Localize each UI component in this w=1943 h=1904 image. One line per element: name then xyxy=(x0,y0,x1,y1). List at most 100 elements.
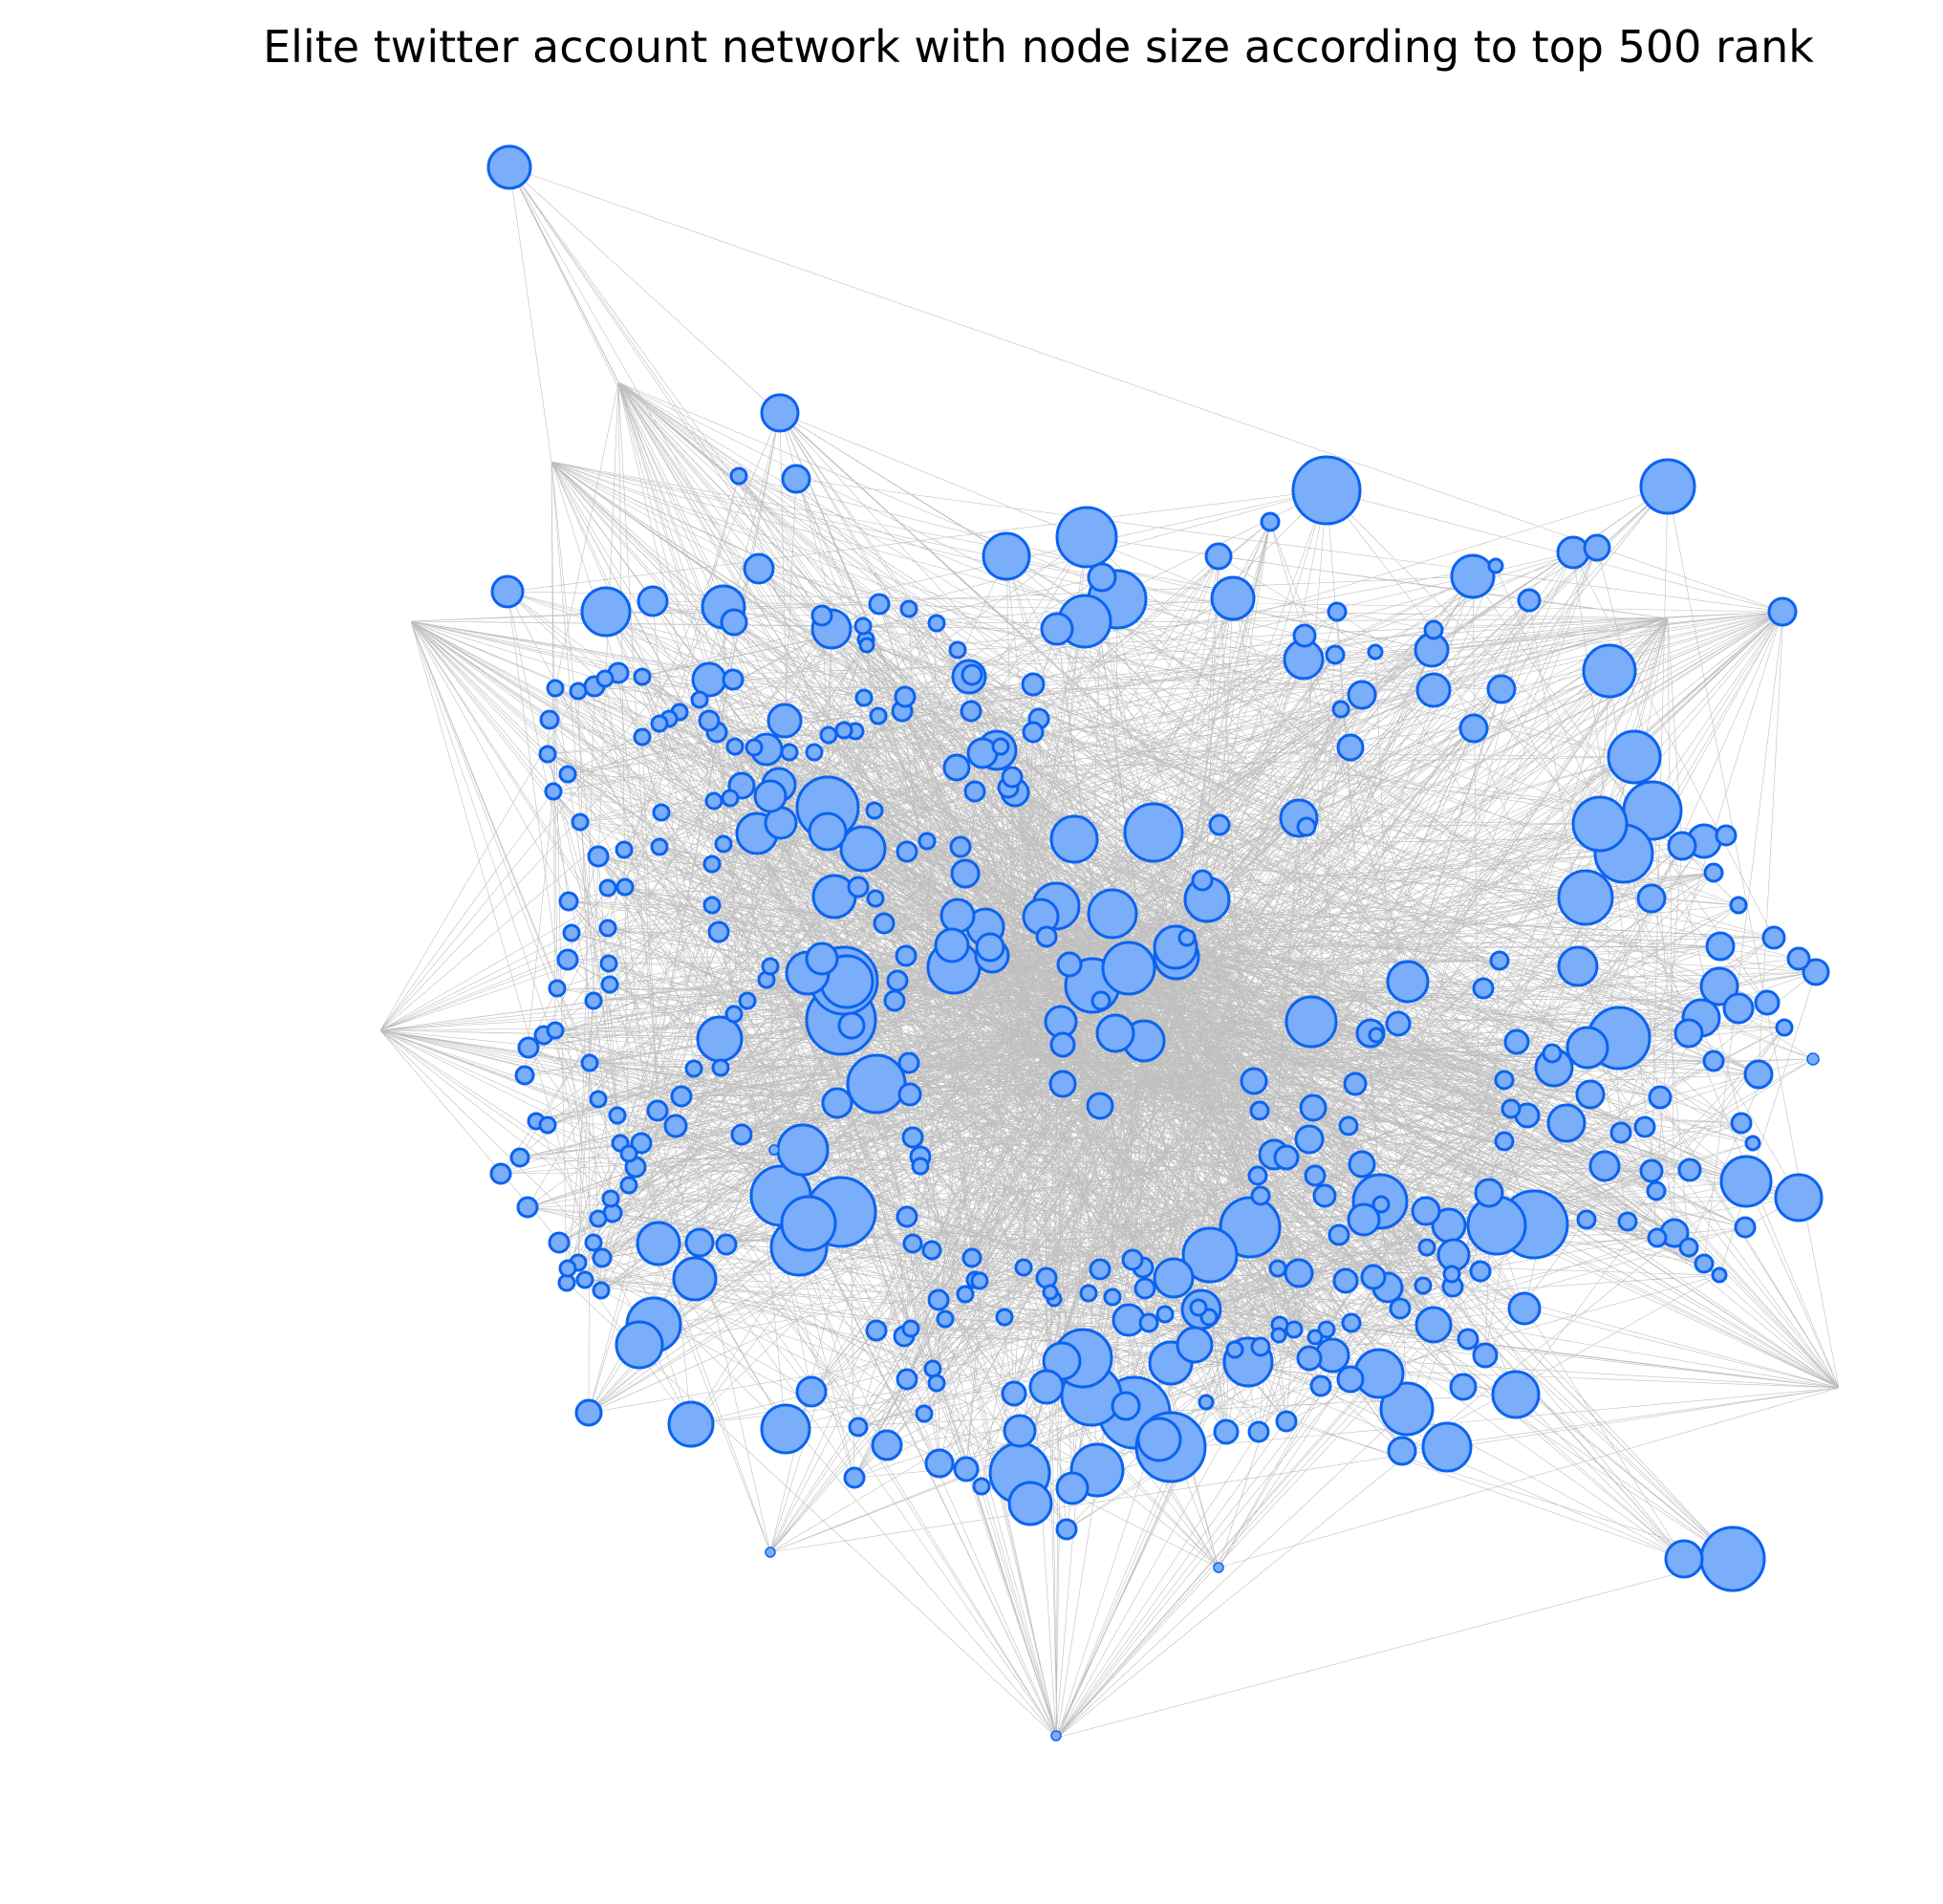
network-node xyxy=(619,1176,638,1195)
network-node xyxy=(897,1082,922,1107)
network-node xyxy=(1743,1059,1774,1090)
network-node xyxy=(1705,931,1736,962)
network-node xyxy=(1328,1223,1350,1246)
network-node xyxy=(1176,1326,1214,1364)
network-node xyxy=(730,1123,753,1146)
network-node xyxy=(1556,535,1590,570)
network-node xyxy=(1588,1150,1621,1182)
network-node xyxy=(1557,869,1614,926)
network-node xyxy=(1087,562,1117,593)
network-node xyxy=(843,1466,866,1489)
network-node xyxy=(934,927,970,963)
network-node xyxy=(1055,1518,1078,1541)
network-node xyxy=(1291,455,1362,526)
network-node xyxy=(745,738,764,757)
network-node xyxy=(1703,862,1724,883)
network-node xyxy=(1250,1185,1271,1206)
network-node xyxy=(883,989,906,1012)
network-node xyxy=(667,1400,715,1448)
network-node xyxy=(1309,1374,1332,1397)
network-node xyxy=(650,714,669,733)
network-node xyxy=(729,466,748,486)
network-node xyxy=(1213,1562,1224,1573)
network-node xyxy=(636,1221,681,1266)
network-node xyxy=(871,1429,903,1461)
network-node xyxy=(950,858,981,889)
network-node xyxy=(1028,1369,1065,1405)
network-node xyxy=(936,1309,955,1329)
network-node xyxy=(961,663,983,686)
network-node xyxy=(1744,1135,1761,1152)
network-node xyxy=(1472,977,1495,1000)
network-node xyxy=(722,668,745,691)
network-node xyxy=(1489,950,1510,971)
network-node xyxy=(1213,1418,1240,1445)
network-node xyxy=(761,957,780,976)
network-node xyxy=(516,1196,539,1219)
network-node xyxy=(780,743,799,762)
network-node xyxy=(486,144,532,190)
network-node xyxy=(1270,1327,1287,1344)
network-node xyxy=(1458,713,1489,744)
network-node xyxy=(1341,1312,1362,1333)
network-node xyxy=(939,898,976,934)
node-layer xyxy=(486,144,1830,1742)
network-node xyxy=(601,1189,620,1208)
network-node xyxy=(1421,1421,1473,1473)
network-node xyxy=(1557,945,1599,987)
network-node xyxy=(1268,1259,1287,1278)
network-node xyxy=(901,1319,920,1338)
network-node xyxy=(1317,1320,1336,1339)
network-node xyxy=(598,919,617,938)
network-node xyxy=(1633,1115,1656,1138)
network-node xyxy=(834,721,853,740)
network-node xyxy=(915,1404,934,1423)
network-node xyxy=(896,1205,918,1228)
network-node xyxy=(595,669,615,688)
network-node xyxy=(1191,869,1214,892)
network-node xyxy=(918,832,937,851)
network-node xyxy=(1007,1481,1053,1526)
network-node xyxy=(715,1233,738,1256)
network-node xyxy=(670,1085,693,1108)
network-node xyxy=(776,1123,830,1177)
network-node xyxy=(608,1106,627,1125)
network-node xyxy=(1730,1112,1753,1135)
network-node xyxy=(972,1477,991,1496)
network-node xyxy=(1664,1539,1704,1579)
network-node xyxy=(896,840,918,863)
network-node xyxy=(1240,1067,1268,1095)
network-node xyxy=(580,586,632,638)
network-node xyxy=(584,1233,603,1252)
network-node xyxy=(1049,814,1099,864)
network-node xyxy=(1487,557,1504,574)
network-node xyxy=(575,1270,594,1289)
network-node xyxy=(924,1448,955,1479)
network-node xyxy=(942,753,971,782)
network-node xyxy=(1247,1420,1270,1443)
network-node xyxy=(1368,1027,1385,1044)
network-node xyxy=(821,1087,853,1119)
network-node xyxy=(1702,1049,1725,1072)
network-node xyxy=(1639,458,1696,515)
network-node xyxy=(853,617,873,636)
network-node xyxy=(615,1320,664,1370)
network-node xyxy=(865,1319,888,1342)
network-node xyxy=(1250,1336,1271,1357)
network-node xyxy=(1442,1265,1461,1284)
network-node xyxy=(1055,506,1118,569)
network-node xyxy=(1296,1345,1323,1372)
network-node xyxy=(753,779,788,813)
network-node xyxy=(587,845,610,868)
network-node xyxy=(1423,619,1444,640)
network-node xyxy=(1806,1052,1820,1066)
network-node xyxy=(1022,721,1045,744)
network-node xyxy=(982,531,1031,581)
network-node xyxy=(546,679,565,698)
network-node xyxy=(696,1015,744,1063)
network-node xyxy=(589,1090,608,1109)
network-node xyxy=(1367,643,1384,660)
network-node xyxy=(1225,1340,1244,1359)
network-node xyxy=(1136,1417,1182,1462)
network-node xyxy=(1648,1085,1673,1110)
